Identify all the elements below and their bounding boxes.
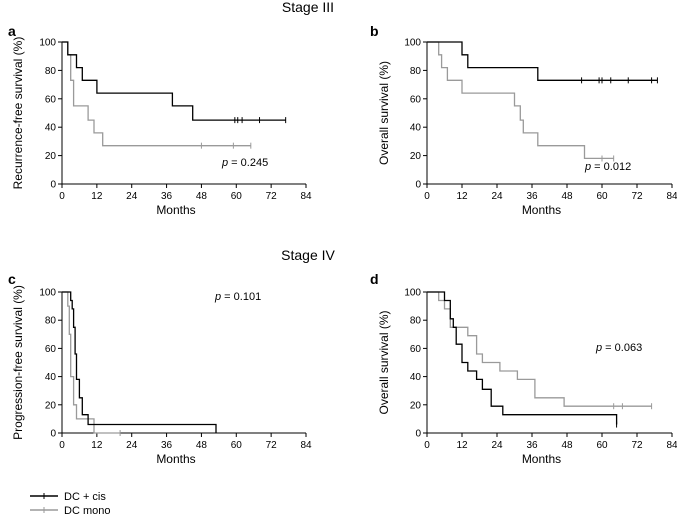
y-tick-label: 60 (410, 344, 422, 355)
y-tick-label: 0 (50, 429, 56, 440)
panel-d-overall-survival-stage-iv: d 0 20 40 60 80 100 0 12 24 36 48 60 72 84 Months Overal… (370, 271, 677, 466)
y-tick-label: 40 (45, 123, 57, 134)
p-value: p = 0.063 (595, 342, 642, 354)
x-tick-label: 48 (196, 440, 208, 451)
y-tick-label: 40 (410, 123, 422, 134)
km-curve-dc-mono (62, 291, 121, 434)
x-tick-label: 72 (266, 191, 278, 202)
y-tick-label: 20 (45, 400, 57, 411)
x-tick-label: 0 (424, 440, 430, 451)
km-curve-dc-mono (427, 41, 614, 160)
y-tick-label: 80 (45, 316, 57, 327)
y-tick-label: 20 (410, 400, 422, 411)
panel-b-overall-survival-stage-iii: b 0 20 40 60 80 100 0 12 24 36 48 60 72 84 Months Overal… (370, 23, 677, 217)
km-curve-dc-cis (427, 291, 618, 425)
panel-letter-b: b (370, 23, 379, 39)
y-tick-label: 100 (39, 288, 56, 299)
y-axis-label: Overall survival (%) (377, 61, 391, 165)
km-curve-dc-mono (427, 291, 652, 407)
x-tick-label: 0 (59, 191, 65, 202)
x-tick-label: 84 (300, 440, 312, 451)
x-tick-label: 0 (59, 440, 65, 451)
x-tick-label: 48 (561, 191, 573, 202)
y-tick-label: 20 (410, 151, 422, 162)
y-tick-label: 80 (45, 66, 57, 77)
y-tick-label: 60 (45, 344, 57, 355)
y-tick-label: 0 (415, 180, 421, 191)
x-axis-label: Months (522, 203, 561, 217)
y-tick-label: 0 (50, 180, 56, 191)
x-tick-label: 36 (161, 191, 173, 202)
y-axis-label: Recurrence-free survival (%) (11, 37, 25, 190)
x-tick-label: 0 (424, 191, 430, 202)
x-tick-label: 36 (161, 440, 173, 451)
x-axis-label: Months (522, 452, 561, 466)
x-tick-label: 24 (126, 440, 138, 451)
y-tick-label: 100 (404, 38, 421, 49)
y-tick-label: 60 (45, 94, 57, 105)
x-tick-label: 84 (666, 191, 677, 202)
x-tick-label: 60 (596, 440, 608, 451)
x-tick-label: 60 (231, 440, 243, 451)
stage-iv-title: Stage IV (281, 247, 335, 263)
y-tick-label: 80 (410, 316, 422, 327)
x-tick-label: 60 (231, 191, 243, 202)
stage-iii-title: Stage III (282, 0, 334, 15)
x-axis-label: Months (156, 203, 195, 217)
x-tick-label: 72 (631, 440, 643, 451)
km-curve-dc-cis (62, 41, 286, 121)
y-tick-label: 80 (410, 66, 422, 77)
y-tick-label: 20 (45, 151, 57, 162)
km-curve-dc-cis (427, 41, 658, 81)
y-axis-label: Progression-free survival (%) (11, 285, 25, 440)
x-tick-label: 12 (456, 440, 468, 451)
x-tick-label: 84 (300, 191, 312, 202)
x-tick-label: 48 (196, 191, 208, 202)
km-curve-dc-cis (62, 291, 217, 433)
legend-swatch-dc-cis (30, 493, 58, 499)
p-value: p = 0.101 (214, 291, 261, 303)
legend: DC + cis DC mono (30, 491, 110, 516)
km-curve-dc-mono (62, 41, 251, 147)
x-tick-label: 60 (596, 191, 608, 202)
y-tick-label: 40 (410, 372, 422, 383)
x-tick-label: 48 (561, 440, 573, 451)
y-tick-label: 60 (410, 94, 422, 105)
x-tick-label: 84 (666, 440, 677, 451)
x-tick-label: 12 (91, 440, 103, 451)
x-tick-label: 36 (526, 440, 538, 451)
legend-label-dc-cis: DC + cis (64, 491, 106, 503)
x-tick-label: 72 (631, 191, 643, 202)
panel-letter-a: a (8, 23, 16, 39)
x-axis-label: Months (156, 452, 195, 466)
x-tick-label: 12 (91, 191, 103, 202)
panel-c-progression-free-survival: c 0 20 40 60 80 100 0 12 24 36 48 60 72 84 Months Progre… (8, 271, 312, 466)
legend-label-dc-mono: DC mono (64, 505, 110, 516)
x-tick-label: 24 (491, 191, 503, 202)
x-tick-label: 72 (266, 440, 278, 451)
x-tick-label: 36 (526, 191, 538, 202)
panel-letter-d: d (370, 271, 379, 287)
panel-letter-c: c (8, 271, 16, 287)
y-axis-label: Overall survival (%) (377, 310, 391, 414)
y-tick-label: 100 (404, 288, 421, 299)
p-value: p = 0.012 (584, 161, 631, 173)
y-tick-label: 40 (45, 372, 57, 383)
x-tick-label: 24 (126, 191, 138, 202)
p-value: p = 0.245 (221, 157, 268, 169)
x-tick-label: 12 (456, 191, 468, 202)
y-tick-label: 100 (39, 38, 56, 49)
panel-a-recurrence-free-survival: a 0 20 40 60 80 100 0 12 24 36 48 60 72 84 Months Recurr… (8, 23, 312, 217)
legend-swatch-dc-mono (30, 507, 58, 513)
x-tick-label: 24 (491, 440, 503, 451)
y-tick-label: 0 (415, 429, 421, 440)
